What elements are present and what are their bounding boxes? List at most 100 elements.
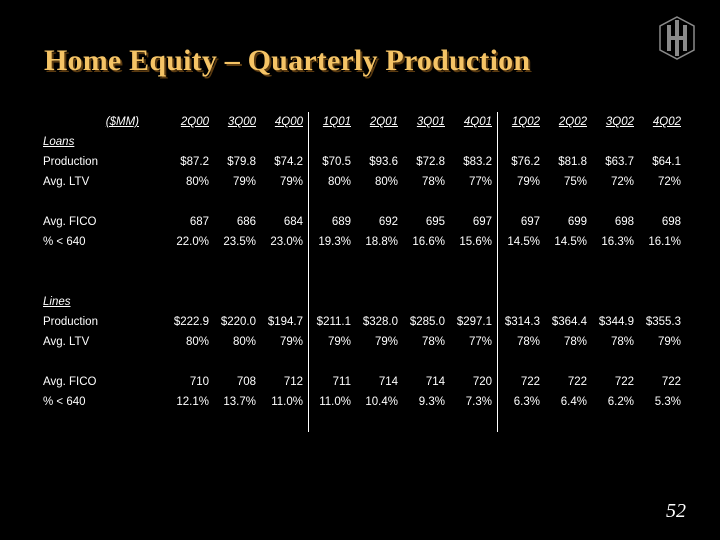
value-cell: $79.8 xyxy=(227,156,256,168)
value-cell: 23.5% xyxy=(223,236,256,248)
empty-cell xyxy=(592,192,639,212)
empty-cell xyxy=(261,132,309,152)
value-cell: 22.0% xyxy=(176,236,209,248)
empty-cell xyxy=(144,412,214,432)
empty-cell xyxy=(545,292,592,312)
value-cell: 710 xyxy=(189,376,209,388)
value-cell: 80% xyxy=(232,336,256,348)
page-number: 52 xyxy=(666,500,686,522)
value-cell: 11.0% xyxy=(308,392,356,412)
empty-cell xyxy=(497,252,545,272)
empty-cell xyxy=(545,352,592,372)
value-cell: 15.6% xyxy=(459,236,492,248)
empty-cell xyxy=(592,412,639,432)
value-cell: 14.5% xyxy=(497,232,545,252)
empty-cell xyxy=(214,292,261,312)
empty-cell xyxy=(639,272,686,292)
column-header-row: ($MM) 2Q00 3Q00 4Q00 1Q01 2Q01 3Q01 4Q01 1Q02 2Q0… xyxy=(38,112,686,132)
empty-cell xyxy=(545,412,592,432)
column-header-4q01: 4Q01 xyxy=(463,116,492,128)
value-cell: $76.2 xyxy=(497,152,545,172)
column-header-3q02: 3Q02 xyxy=(605,116,634,128)
value-cell: 79% xyxy=(308,332,356,352)
value-cell: 687 xyxy=(189,216,209,228)
empty-cell xyxy=(214,132,261,152)
value-cell: $222.9 xyxy=(173,316,209,328)
empty-cell xyxy=(38,272,144,292)
empty-cell xyxy=(639,252,686,272)
value-cell: 80% xyxy=(374,176,398,188)
table-row: % < 640 22.0% 23.5% 23.0% 19.3% 18.8% 16.6% 15.… xyxy=(38,232,686,252)
empty-cell xyxy=(261,252,309,272)
empty-cell xyxy=(214,192,261,212)
column-header-2q01: 2Q01 xyxy=(369,116,398,128)
table-row: Avg. FICO 710 708 712 711 714 714 720 722 722 722 7… xyxy=(38,372,686,392)
value-cell: 79% xyxy=(232,176,256,188)
empty-cell xyxy=(214,352,261,372)
value-cell: 72% xyxy=(657,176,681,188)
empty-cell xyxy=(308,292,356,312)
row-label: Production xyxy=(43,156,98,168)
value-cell: 698 xyxy=(661,216,681,228)
empty-cell xyxy=(144,252,214,272)
value-cell: 698 xyxy=(614,216,634,228)
value-cell: 77% xyxy=(468,336,492,348)
value-cell: $220.0 xyxy=(220,316,256,328)
row-label: Avg. LTV xyxy=(43,336,90,348)
value-cell: 79% xyxy=(657,336,681,348)
empty-cell xyxy=(214,272,261,292)
value-cell: 13.7% xyxy=(223,396,256,408)
empty-cell xyxy=(38,412,144,432)
empty-cell xyxy=(403,272,450,292)
value-cell: 77% xyxy=(468,176,492,188)
value-cell: $81.8 xyxy=(558,156,587,168)
value-cell: $314.3 xyxy=(497,312,545,332)
empty-cell xyxy=(144,272,214,292)
value-cell: 18.8% xyxy=(365,236,398,248)
value-cell: 14.5% xyxy=(554,236,587,248)
value-cell: 75% xyxy=(563,176,587,188)
table-row: Avg. LTV 80% 80% 79% 79% 79% 78% 77% 78% 78% 78% 79… xyxy=(38,332,686,352)
production-table: ($MM) 2Q00 3Q00 4Q00 1Q01 2Q01 3Q01 4Q01 1Q02 2Q0… xyxy=(38,112,686,432)
table-row: Production $87.2 $79.8 $74.2 $70.5 $93.6 $72.8… xyxy=(38,152,686,172)
section-label-loans: Loans xyxy=(43,136,75,148)
value-cell: $64.1 xyxy=(652,156,681,168)
empty-cell xyxy=(639,292,686,312)
table-row: Production $222.9 $220.0 $194.7 $211.1 $328.0… xyxy=(38,312,686,332)
value-cell: 714 xyxy=(425,376,445,388)
value-cell: 689 xyxy=(308,212,356,232)
empty-cell xyxy=(356,412,403,432)
value-cell: $344.9 xyxy=(598,316,634,328)
value-cell: 72% xyxy=(610,176,634,188)
spacer-row xyxy=(38,352,686,372)
section-header-lines: Lines xyxy=(38,292,686,312)
value-cell: 6.3% xyxy=(497,392,545,412)
empty-cell xyxy=(450,412,498,432)
value-cell: 11.0% xyxy=(271,396,303,408)
empty-cell xyxy=(403,352,450,372)
value-cell: 80% xyxy=(185,336,209,348)
value-cell: 5.3% xyxy=(654,396,681,408)
table-row: % < 640 12.1% 13.7% 11.0% 11.0% 10.4% 9.3% 7.3%… xyxy=(38,392,686,412)
section-label-lines: Lines xyxy=(43,296,71,308)
hh-monogram-icon xyxy=(659,16,695,60)
empty-cell xyxy=(261,412,309,432)
value-cell: 79% xyxy=(374,336,398,348)
value-cell: 79% xyxy=(279,336,303,348)
empty-cell xyxy=(308,412,356,432)
units-label: ($MM) xyxy=(105,116,139,128)
empty-cell xyxy=(403,192,450,212)
value-cell: 10.4% xyxy=(365,396,398,408)
value-cell: 78% xyxy=(610,336,634,348)
spacer-row xyxy=(38,252,686,272)
value-cell: 720 xyxy=(472,376,492,388)
table-row: Avg. FICO 687 686 684 689 692 695 697 697 699 698 6… xyxy=(38,212,686,232)
value-cell: $194.7 xyxy=(267,316,303,328)
empty-cell xyxy=(308,252,356,272)
empty-cell xyxy=(261,352,309,372)
empty-cell xyxy=(592,252,639,272)
empty-cell xyxy=(592,272,639,292)
empty-cell xyxy=(38,252,144,272)
row-label: % < 640 xyxy=(43,396,86,408)
empty-cell xyxy=(450,132,498,152)
